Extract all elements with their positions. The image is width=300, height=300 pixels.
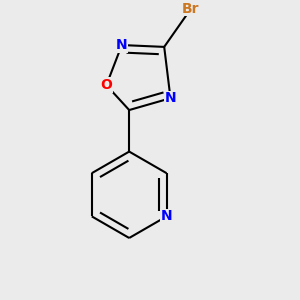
- Text: Br: Br: [182, 2, 200, 16]
- Text: N: N: [161, 209, 172, 224]
- Text: O: O: [100, 78, 112, 92]
- Text: N: N: [165, 91, 176, 105]
- Text: N: N: [116, 38, 128, 52]
